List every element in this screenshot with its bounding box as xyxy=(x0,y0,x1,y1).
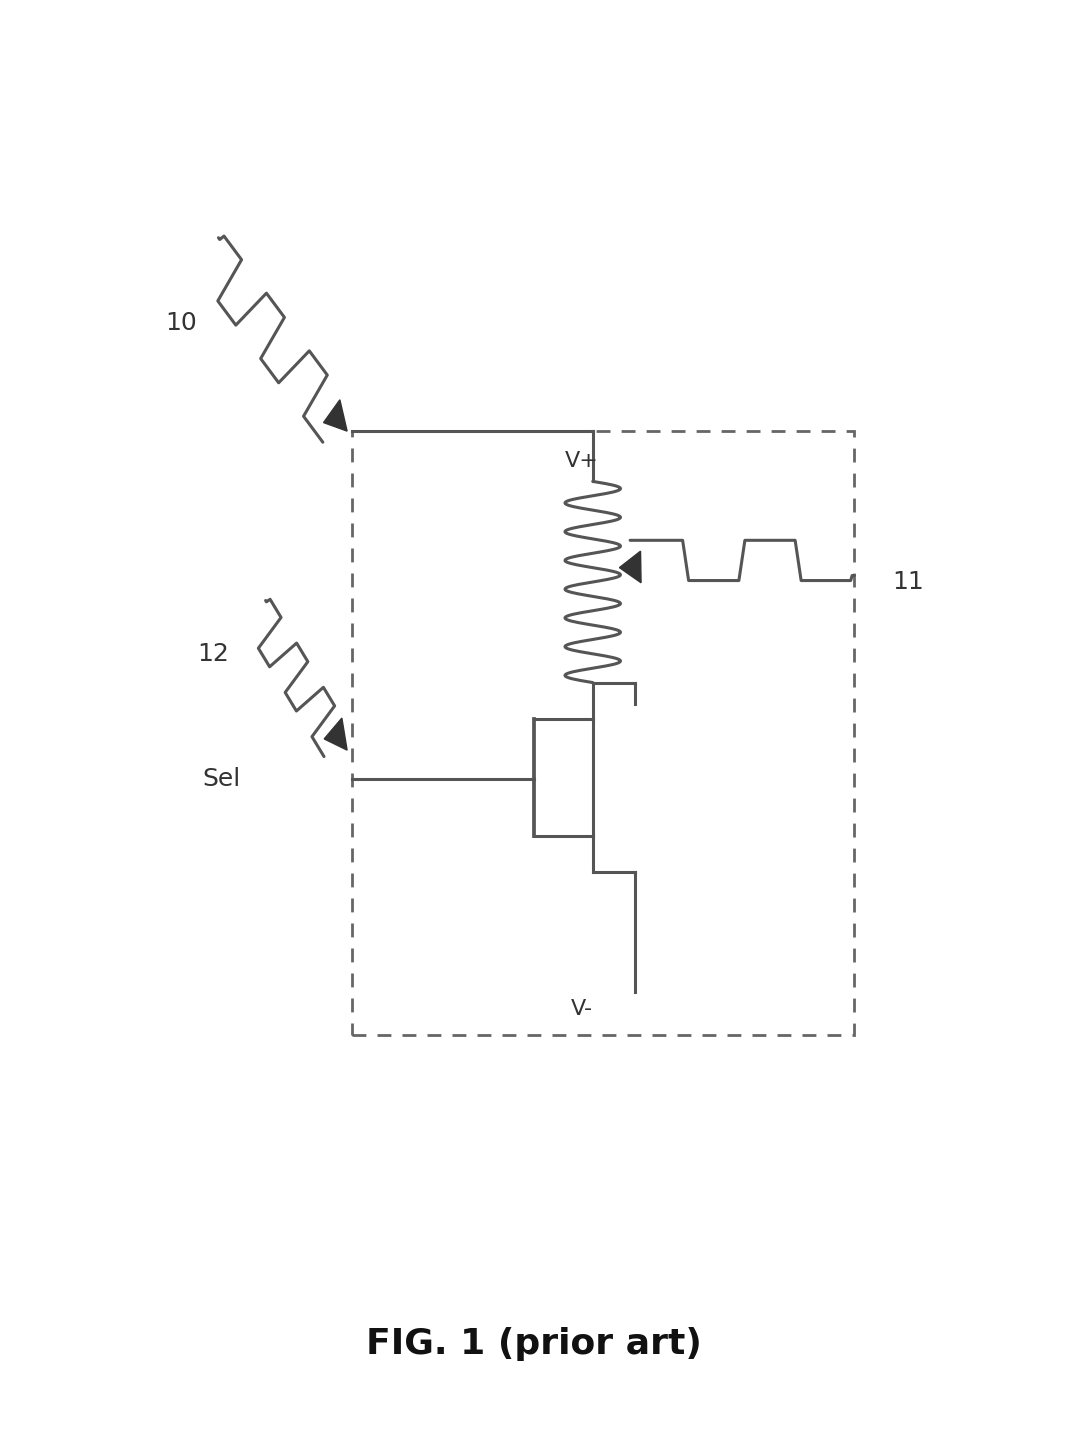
Text: V-: V- xyxy=(571,999,593,1019)
Text: FIG. 1 (prior art): FIG. 1 (prior art) xyxy=(366,1326,702,1361)
Text: 10: 10 xyxy=(166,312,198,335)
Polygon shape xyxy=(324,399,347,431)
Text: V+: V+ xyxy=(565,451,599,471)
Polygon shape xyxy=(619,552,641,583)
Text: 12: 12 xyxy=(198,642,230,665)
Text: 11: 11 xyxy=(892,570,924,593)
Polygon shape xyxy=(325,718,347,750)
Text: Sel: Sel xyxy=(202,767,240,790)
